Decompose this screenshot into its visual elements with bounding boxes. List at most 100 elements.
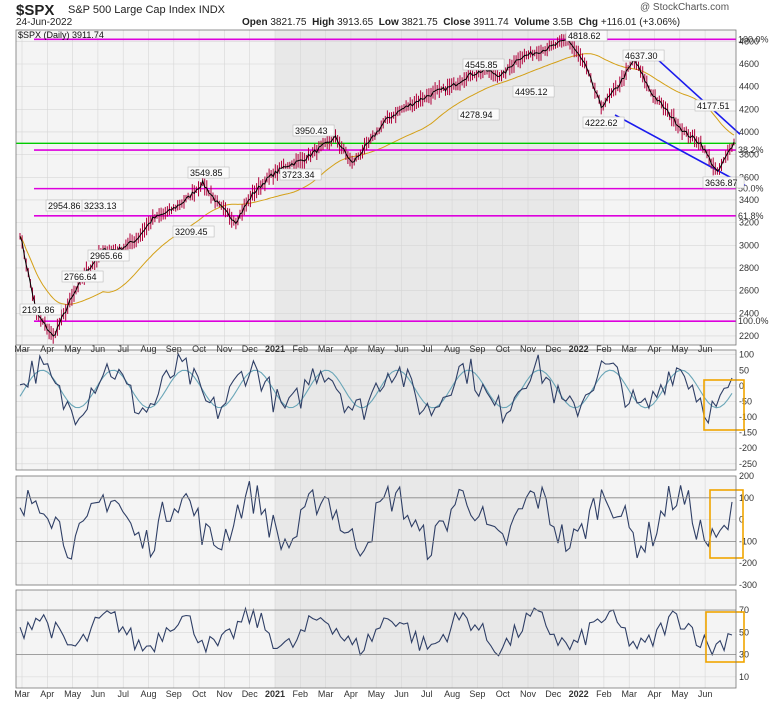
y-tick-label: 4400 (739, 82, 759, 92)
x-tick-label: Jun (394, 689, 409, 699)
x-tick-label: Dec (545, 344, 562, 354)
signal-line (19, 369, 733, 409)
chart-date: 24-Jun-2022 (16, 17, 73, 28)
chg-label: Chg (578, 17, 599, 28)
price-annotation: 4818.62 (568, 31, 601, 41)
panel-border (15, 475, 737, 586)
highlight-box (703, 379, 745, 431)
price-annotation: 2766.64 (64, 272, 97, 282)
x-tick-label: Aug (444, 689, 460, 699)
x-tick-label: Mar (621, 689, 637, 699)
price-annotation: 2191.86 (22, 305, 55, 315)
price-annotation: 3636.87 (705, 178, 738, 188)
x-tick-label: Nov (216, 689, 233, 699)
y-tick-label: 4600 (739, 59, 759, 69)
x-tick-label: Oct (496, 689, 511, 699)
x-tick-label: Feb (293, 344, 309, 354)
x-tick-label: Aug (140, 344, 156, 354)
x-tick-label: Jun (394, 344, 409, 354)
x-tick-label: May (64, 689, 82, 699)
x-tick-label: Feb (596, 344, 612, 354)
y-tick-label: 3000 (739, 240, 759, 250)
price-annotation-box (19, 303, 62, 316)
price-annotation-box (582, 116, 625, 129)
volume-label: Volume (514, 17, 550, 28)
x-tick-label: Sep (469, 344, 485, 354)
price-annotation-box (457, 108, 500, 121)
exchange: INDX (198, 4, 225, 16)
y-tick-label: 10 (739, 672, 749, 682)
fib-level-label: 38.2% (738, 145, 764, 155)
price-stats: Open 3821.75 High 3913.65 Low 3821.75 Cl… (242, 17, 680, 28)
x-tick-label: Sep (166, 689, 182, 699)
y-tick-label: 4000 (739, 127, 759, 137)
price-annotation-box (462, 58, 505, 71)
price-annotation-box (622, 49, 665, 62)
y-tick-label: -200 (739, 558, 757, 568)
y-tick-label: 100 (739, 350, 754, 360)
highlight-box (709, 489, 744, 559)
price-annotation: 2954.86 (48, 201, 81, 211)
price-annotation: 3723.34 (282, 170, 315, 180)
y-tick-label: 2200 (739, 331, 759, 341)
x-tick-label: Feb (596, 689, 612, 699)
channel-lower-line (614, 114, 746, 186)
price-annotation: 4545.85 (465, 60, 498, 70)
close-value: 3911.74 (473, 17, 509, 28)
price-annotation-box (87, 249, 130, 262)
x-tick-label: 2021 (265, 689, 285, 699)
x-tick-label: Jun (698, 689, 713, 699)
x-tick-label: 2022 (569, 689, 589, 699)
y-tick-label: -150 (739, 428, 757, 438)
high-value: 3913.65 (337, 17, 374, 28)
y-tick-label: 3400 (739, 195, 759, 205)
y-tick-label: 2400 (739, 308, 759, 318)
x-tick-label: Apr (344, 344, 358, 354)
fib-level-label: 100.0% (738, 316, 769, 326)
y-tick-label: 4800 (739, 36, 759, 46)
chart-header: $SPX S&P 500 Large Cap Index INDX 24-Jun… (0, 0, 780, 30)
x-tick-label: Apr (40, 689, 54, 699)
x-tick-label: Apr (647, 344, 661, 354)
x-tick-label: Apr (40, 344, 54, 354)
channel-upper-line (657, 59, 741, 135)
panel-border (15, 349, 737, 471)
y-tick-label: 3800 (739, 150, 759, 160)
y-tick-label: -300 (739, 580, 757, 590)
price-annotation: 3233.13 (84, 201, 117, 211)
y-tick-label: -100 (739, 412, 757, 422)
x-tick-label: Oct (192, 344, 207, 354)
x-tick-label: Mar (318, 344, 334, 354)
panel-border (15, 589, 737, 689)
x-tick-label: 2021 (265, 344, 285, 354)
symbol-name: S&P 500 Large Cap Index INDX (68, 4, 225, 16)
x-tick-label: May (64, 344, 82, 354)
volume-value: 3.5B (552, 17, 574, 28)
low-label: Low (378, 17, 399, 28)
price-annotation-box (172, 225, 215, 238)
x-tick-label: Aug (140, 689, 156, 699)
y-tick-label: 0 (739, 515, 744, 525)
price-annotation: 4278.94 (460, 110, 493, 120)
index-name: S&P 500 Large Cap Index (68, 4, 196, 16)
oscillator-line (19, 352, 733, 426)
oscillator-line (19, 481, 733, 561)
price-annotation-box (187, 166, 230, 179)
fib-level-label: 61.8% (738, 211, 764, 221)
x-tick-label: Nov (216, 344, 233, 354)
price-line (19, 39, 735, 337)
x-tick-label: May (368, 689, 386, 699)
x-tick-label: Jun (91, 344, 106, 354)
fib-level-label: 100.0% (738, 34, 769, 44)
fib-level-label: 50.0% (738, 184, 764, 194)
price-annotation: 3209.45 (175, 227, 208, 237)
y-tick-label: 2600 (739, 286, 759, 296)
symbol: $SPX (16, 2, 55, 19)
price-annotation-box (61, 270, 104, 283)
price-annotation-box (279, 168, 322, 181)
x-tick-label: Jun (91, 689, 106, 699)
price-annotation-box (292, 124, 335, 137)
price-annotation-box (81, 199, 124, 212)
x-tick-label: Dec (242, 344, 259, 354)
